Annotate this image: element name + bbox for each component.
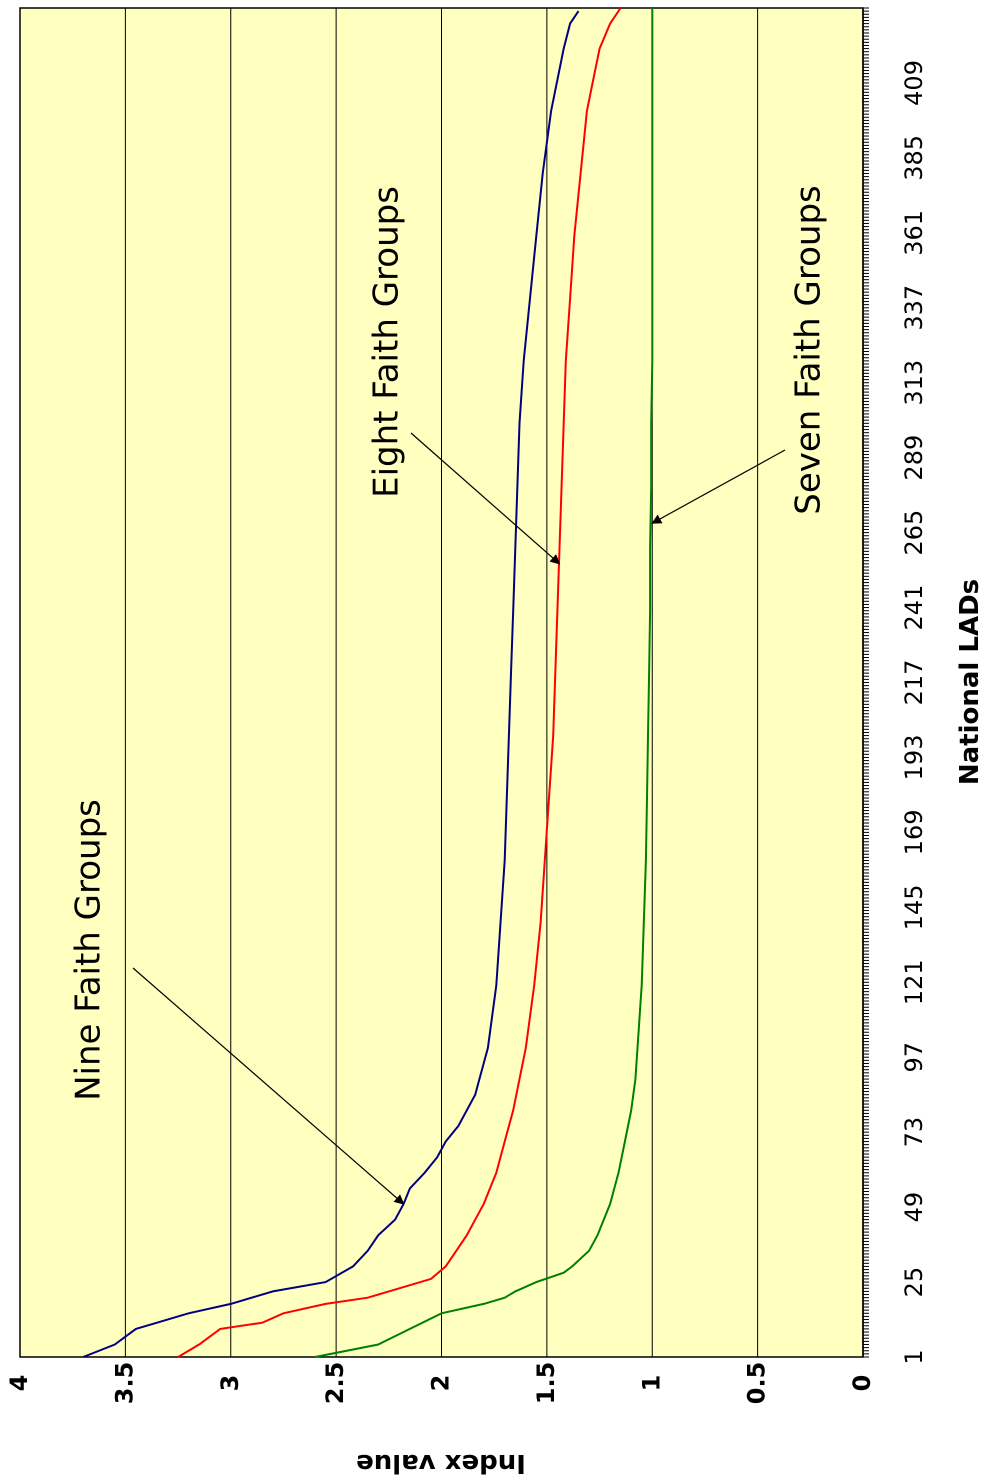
y-tick-label: 4 [5, 1375, 33, 1392]
x-tick-label: 217 [900, 660, 928, 706]
y-tick-label: 3.5 [110, 1362, 138, 1405]
x-tick-labels: 1 25 49 73 97 121 145 169 193 217 241 265 289 313 337 3… [900, 60, 928, 1365]
x-tick-label: 169 [900, 809, 928, 855]
x-tick-label: 313 [900, 360, 928, 406]
series-line-1 [82, 10, 580, 1358]
x-tick-label: 289 [900, 435, 928, 481]
x-tick-label: 337 [900, 285, 928, 331]
x-tick-label: 49 [900, 1192, 928, 1223]
annotation-arrow [132, 967, 405, 1205]
x-tick-marks [862, 7, 869, 1358]
x-tick-label: 1 [900, 1349, 928, 1364]
x-tick-label: 121 [900, 959, 928, 1005]
y-tick-label: 2 [427, 1375, 455, 1392]
x-tick-label: 193 [900, 735, 928, 781]
y-axis-title: Index value [356, 1448, 526, 1478]
y-tick-label: 1.5 [532, 1362, 560, 1405]
y-tick-label: 1 [637, 1375, 665, 1392]
x-tick-label: 409 [900, 60, 928, 106]
x-tick-label: 385 [900, 135, 928, 181]
y-tick-label: 2.5 [321, 1362, 349, 1405]
annotation-label: Nine Faith Groups [69, 799, 109, 1101]
annotation-arrow [651, 449, 786, 524]
x-tick-label: 97 [900, 1042, 928, 1073]
x-tick-label: 25 [900, 1267, 928, 1298]
x-axis-title: National LADs [955, 579, 985, 785]
annotation-label: Seven Faith Groups [789, 185, 829, 515]
series-line-3 [314, 8, 654, 1358]
y-tick-label: 3 [216, 1375, 244, 1392]
series-layer [82, 7, 654, 1358]
y-tick-label: 0 [848, 1375, 876, 1392]
y-tick-labels: 0 0.5 1 1.5 2 2.5 3 3.5 4 [5, 1362, 876, 1405]
y-tick-label: 0.5 [743, 1362, 771, 1405]
x-tick-label: 265 [900, 510, 928, 556]
annotations: Nine Faith Groups Eight Faith Groups Seven… [69, 185, 829, 1205]
series-line-2 [177, 7, 622, 1358]
annotation-label: Eight Faith Groups [367, 186, 407, 498]
annotation-arrow [410, 432, 561, 565]
x-tick-label: 73 [900, 1117, 928, 1148]
x-tick-label: 361 [900, 210, 928, 256]
x-tick-label: 241 [900, 585, 928, 631]
x-tick-label: 145 [900, 884, 928, 930]
